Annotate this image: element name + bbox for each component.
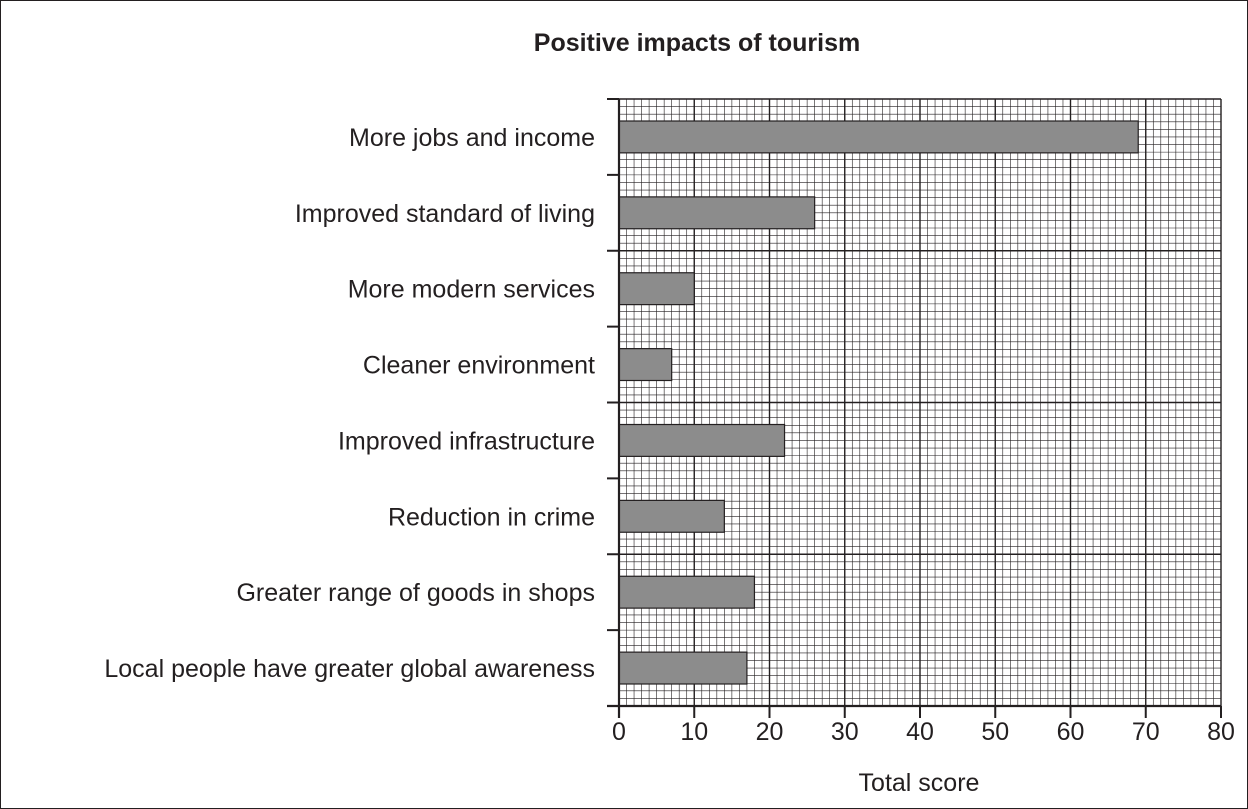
x-tick-label: 20 bbox=[756, 718, 784, 746]
x-tick-label: 0 bbox=[612, 718, 626, 746]
x-tick-label: 50 bbox=[981, 718, 1009, 746]
x-tick-labels: 0 10 20 30 40 50 60 70 80 bbox=[612, 718, 1235, 746]
grid bbox=[618, 98, 1222, 707]
category-label: Cleaner environment bbox=[363, 352, 595, 380]
bar bbox=[618, 423, 786, 457]
x-tick-label: 40 bbox=[906, 718, 934, 746]
bar bbox=[618, 196, 816, 230]
category-label: Improved standard of living bbox=[295, 200, 595, 228]
bar bbox=[618, 651, 748, 685]
bar bbox=[618, 272, 695, 306]
category-label: More jobs and income bbox=[349, 124, 595, 152]
bar bbox=[618, 499, 725, 533]
category-labels: More jobs and income Improved standard of… bbox=[104, 124, 595, 683]
bar bbox=[618, 348, 673, 382]
category-label: Greater range of goods in shops bbox=[236, 579, 595, 607]
category-label: Improved infrastructure bbox=[338, 427, 595, 455]
bars bbox=[618, 120, 1139, 685]
x-tick-label: 70 bbox=[1132, 718, 1160, 746]
category-label: More modern services bbox=[348, 276, 595, 304]
x-tick-label: 30 bbox=[831, 718, 859, 746]
bar bbox=[618, 120, 1139, 154]
chart-title: Positive impacts of tourism bbox=[534, 29, 860, 57]
x-tick-label: 60 bbox=[1057, 718, 1085, 746]
x-tick-label: 10 bbox=[680, 718, 708, 746]
x-tick-label: 80 bbox=[1207, 718, 1235, 746]
bar bbox=[618, 575, 756, 609]
category-label: Local people have greater global awarene… bbox=[104, 655, 595, 683]
category-label: Reduction in crime bbox=[388, 503, 595, 531]
x-axis-title: Total score bbox=[859, 769, 980, 797]
axes bbox=[607, 98, 1222, 718]
